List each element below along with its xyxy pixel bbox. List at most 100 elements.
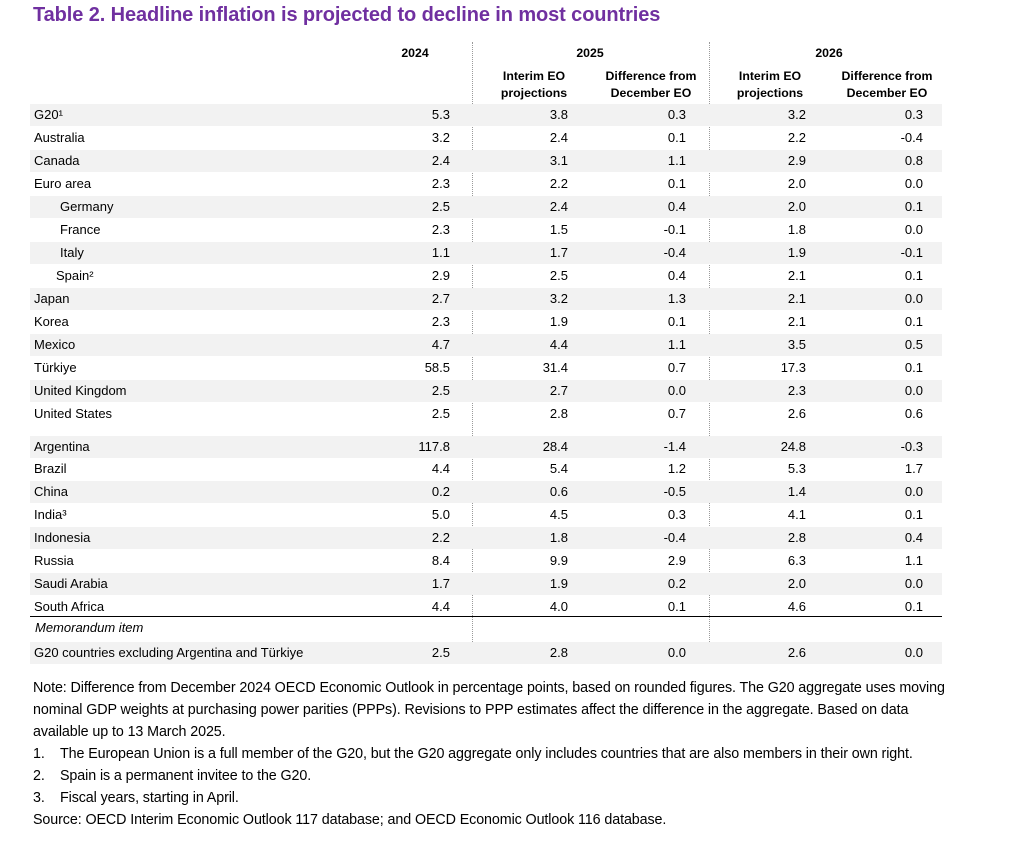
row-value-2026-diff: 1.7 — [904, 461, 923, 476]
row-value-2026-proj: 6.3 — [787, 553, 806, 568]
row-value-2025-proj: 5.4 — [549, 461, 568, 476]
row-value-2024: 2.3 — [431, 314, 450, 329]
row-country-name: Argentina — [34, 439, 90, 454]
table-row: United Kingdom 2.5 2.7 0.0 2.3 0.0 — [30, 380, 942, 402]
row-value-2026-proj: 1.8 — [787, 222, 806, 237]
row-value-2026-diff: 0.1 — [904, 199, 923, 214]
table-row: Canada 2.4 3.1 1.1 2.9 0.8 — [30, 150, 942, 172]
row-value-2025-proj: 2.5 — [549, 268, 568, 283]
row-country-name: Mexico — [34, 337, 76, 352]
row-value-2025-diff: 1.1 — [667, 153, 686, 168]
row-value-2025-diff: -0.4 — [663, 530, 686, 545]
row-country-name: United Kingdom — [34, 383, 127, 398]
diff-2026-line2: December EO — [846, 86, 928, 100]
row-country-name: Germany — [60, 199, 114, 214]
row-value-2026-proj: 2.2 — [787, 130, 806, 145]
row-value-2024: 1.7 — [431, 576, 450, 591]
row-value-2026-diff: 0.1 — [904, 314, 923, 329]
row-value-2026-diff: 1.1 — [904, 553, 923, 568]
row-value-2024: 2.5 — [431, 383, 450, 398]
table-row: India³ 5.0 4.5 0.3 4.1 0.1 — [30, 504, 942, 526]
row-value-2025-proj: 2.4 — [549, 199, 568, 214]
row-value-2026-proj: 2.8 — [787, 530, 806, 545]
row-value-2025-proj: 2.7 — [549, 383, 568, 398]
row-value-2025-proj: 1.5 — [549, 222, 568, 237]
row-value-2026-proj: 5.3 — [787, 461, 806, 476]
row-country-name: China — [34, 484, 68, 499]
row-value-2026-diff: -0.1 — [900, 245, 923, 260]
row-value-2025-proj: 31.4 — [542, 360, 568, 375]
table-row: China 0.2 0.6 -0.5 1.4 0.0 — [30, 481, 942, 503]
row-value-2025-proj: 4.4 — [549, 337, 568, 352]
footnote-2-text: Spain is a permanent invitee to the G20. — [60, 768, 312, 784]
row-value-2026-diff: 0.0 — [904, 176, 923, 191]
table-row: Türkiye 58.5 31.4 0.7 17.3 0.1 — [30, 357, 942, 379]
row-value-2025-proj: 3.8 — [549, 107, 568, 122]
row-value-2025-diff: -0.5 — [663, 484, 686, 499]
row-value-2025-diff: 0.2 — [667, 576, 686, 591]
row-value-2024: 2.3 — [431, 222, 450, 237]
table-row: Indonesia 2.2 1.8 -0.4 2.8 0.4 — [30, 527, 942, 549]
row-value-2024: 4.4 — [431, 461, 450, 476]
table-row: Argentina 117.8 28.4 -1.4 24.8 -0.3 — [30, 436, 942, 458]
memorandum-label: Memorandum item — [35, 620, 144, 635]
interim-2025-header: Interim EO projections — [488, 68, 580, 102]
footnote-1-text: The European Union is a full member of t… — [60, 746, 913, 762]
row-value-2026-proj: 2.0 — [787, 176, 806, 191]
row-value-2025-proj: 3.1 — [549, 153, 568, 168]
row-value-2024: 2.4 — [431, 153, 450, 168]
row-value-2026-diff: 0.0 — [904, 576, 923, 591]
row-value-2024: 4.7 — [431, 337, 450, 352]
source-text: Source: OECD Interim Economic Outlook 11… — [33, 812, 667, 828]
row-value-2024: 2.3 — [431, 176, 450, 191]
row-value-2024: 58.5 — [424, 360, 450, 375]
row-country-name: South Africa — [34, 599, 105, 614]
year-2025-header: 2025 — [576, 46, 604, 60]
row-value-2024: 2.9 — [431, 268, 450, 283]
row-value-2025-diff: -1.4 — [663, 439, 686, 454]
memo-row-2025-proj: 2.8 — [549, 645, 568, 660]
row-value-2025-diff: 0.1 — [667, 176, 686, 191]
row-value-2024: 2.5 — [431, 406, 450, 421]
footnote-3-text: Fiscal years, starting in April. — [60, 790, 239, 806]
footnote-1-number: 1. — [33, 746, 45, 762]
row-value-2025-proj: 4.0 — [549, 599, 568, 614]
row-country-name: Korea — [34, 314, 69, 329]
table-row: Euro area 2.3 2.2 0.1 2.0 0.0 — [30, 173, 942, 195]
row-value-2026-diff: 0.0 — [904, 291, 923, 306]
row-country-name: Italy — [60, 245, 84, 260]
row-value-2026-diff: 0.6 — [904, 406, 923, 421]
row-value-2024: 2.2 — [431, 530, 450, 545]
memo-row: G20 countries excluding Argentina and Tü… — [30, 642, 942, 664]
year-2026-header: 2026 — [815, 46, 843, 60]
memo-row-2024: 2.5 — [431, 645, 450, 660]
table-row: Russia 8.4 9.9 2.9 6.3 1.1 — [30, 550, 942, 572]
row-value-2026-proj: 2.9 — [787, 153, 806, 168]
table-row: France 2.3 1.5 -0.1 1.8 0.0 — [30, 219, 942, 241]
row-value-2025-diff: 0.7 — [667, 360, 686, 375]
memo-separator — [30, 616, 942, 617]
row-value-2026-diff: 0.0 — [904, 383, 923, 398]
footnote-1: 1. The European Union is a full member o… — [33, 743, 963, 765]
row-value-2026-proj: 2.1 — [787, 291, 806, 306]
row-country-name: G20¹ — [34, 107, 63, 122]
table-row: United States 2.5 2.8 0.7 2.6 0.6 — [30, 403, 942, 425]
row-value-2026-diff: 0.3 — [904, 107, 923, 122]
row-value-2025-proj: 1.9 — [549, 576, 568, 591]
row-value-2025-diff: 0.0 — [667, 383, 686, 398]
row-country-name: Russia — [34, 553, 74, 568]
table-row: Mexico 4.7 4.4 1.1 3.5 0.5 — [30, 334, 942, 356]
row-value-2026-proj: 3.5 — [787, 337, 806, 352]
table-row: South Africa 4.4 4.0 0.1 4.6 0.1 — [30, 596, 942, 618]
row-value-2026-diff: 0.0 — [904, 484, 923, 499]
row-country-name: Indonesia — [34, 530, 91, 545]
row-value-2025-diff: 0.1 — [667, 130, 686, 145]
interim-2025-line2: projections — [500, 86, 568, 100]
row-value-2025-proj: 1.9 — [549, 314, 568, 329]
row-value-2026-proj: 1.9 — [787, 245, 806, 260]
row-value-2026-proj: 2.6 — [787, 406, 806, 421]
row-value-2026-diff: -0.4 — [900, 130, 923, 145]
table-row: Korea 2.3 1.9 0.1 2.1 0.1 — [30, 311, 942, 333]
row-value-2025-proj: 1.7 — [549, 245, 568, 260]
row-value-2025-diff: 1.3 — [667, 291, 686, 306]
